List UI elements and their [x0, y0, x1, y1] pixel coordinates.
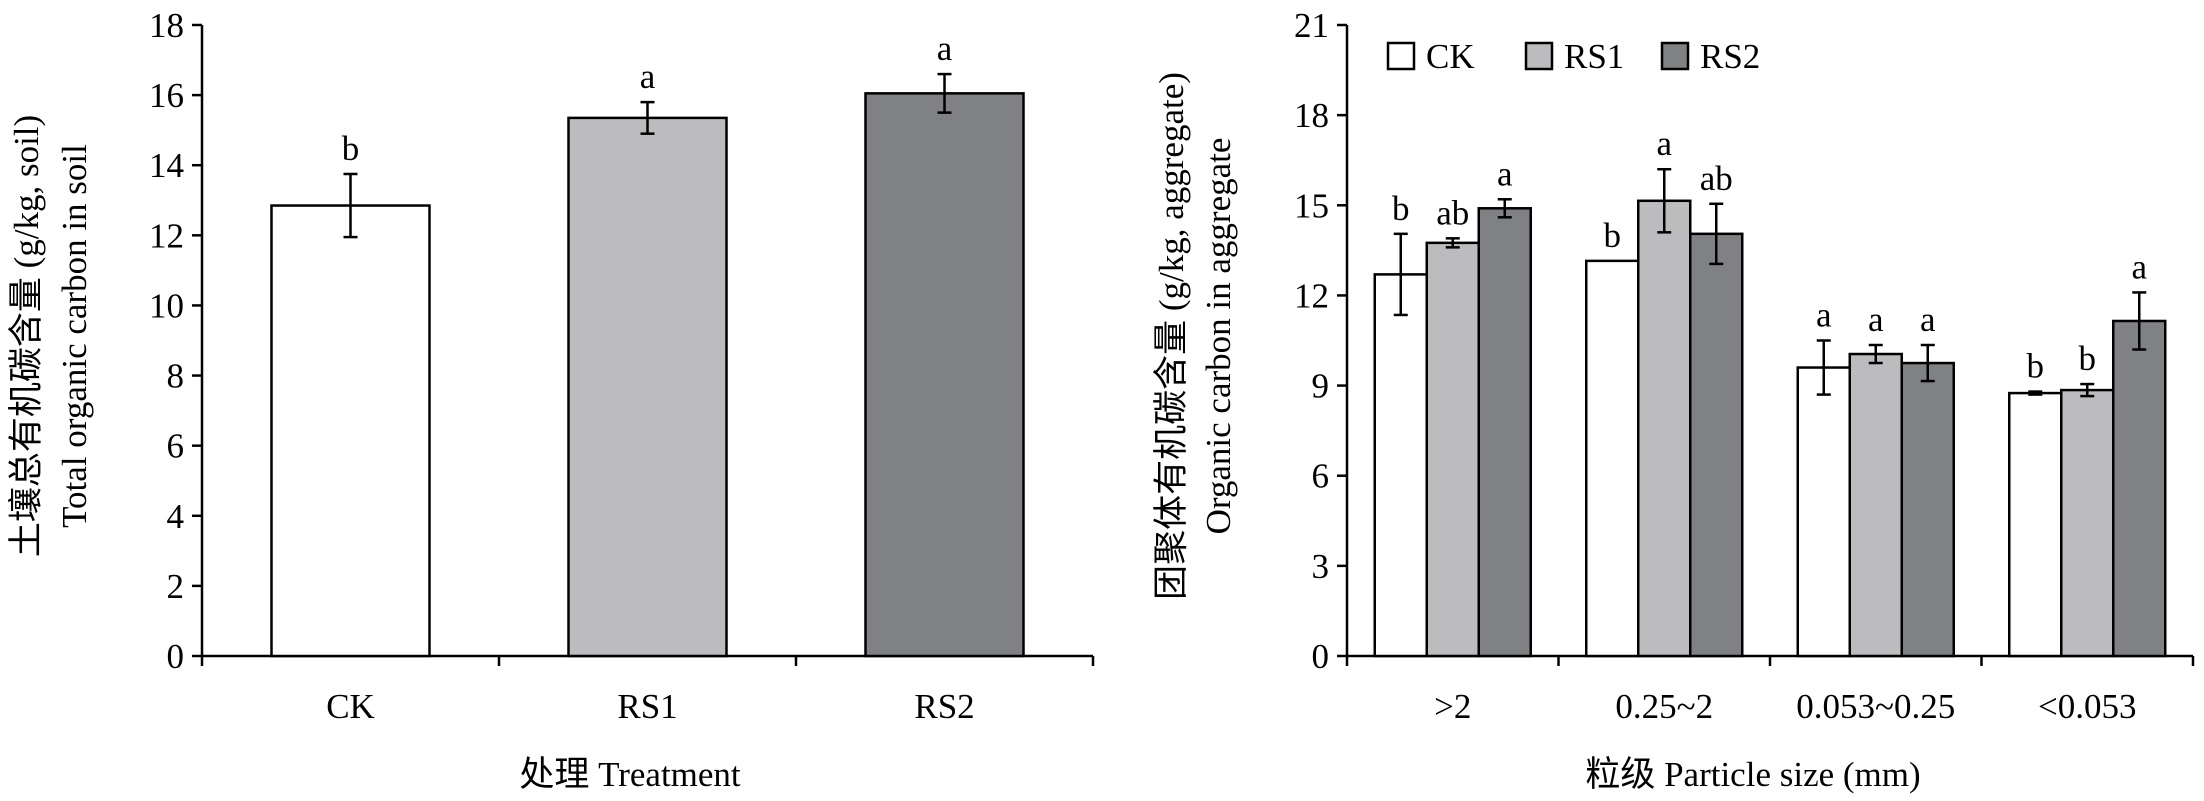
left-y-tick-label: 4 — [167, 497, 185, 536]
right-significance-label: ab — [1436, 193, 1469, 232]
left-x-tick-label: RS1 — [617, 687, 677, 726]
right-y-tick-label: 18 — [1294, 96, 1329, 135]
left-x-tick-label: CK — [326, 687, 375, 726]
right-significance-label: a — [1816, 296, 1832, 335]
right-significance-label: ab — [1700, 159, 1733, 198]
right-significance-label: b — [2027, 347, 2045, 386]
left-y-tick-label: 18 — [149, 6, 184, 45]
legend-swatch — [1524, 41, 1554, 71]
right-y-axis-label-zh: 团聚体有机碳含量 (g/kg, aggregate) — [1152, 72, 1191, 600]
right-x-tick-label: 0.053~0.25 — [1796, 687, 1955, 726]
right-significance-label: b — [1604, 216, 1622, 255]
right-bar — [1796, 366, 1851, 658]
right-y-tick-label: 21 — [1294, 6, 1329, 45]
right-y-tick-label: 0 — [1312, 637, 1330, 676]
left-bars: b a a — [270, 29, 1025, 658]
right-x-axis-label: 粒级 Particle size (mm) — [1585, 755, 1920, 794]
right-x-ticks: >2 0.25~2 0.053~0.25 <0.053 — [1434, 687, 2136, 726]
left-significance-label: a — [937, 29, 953, 68]
right-significance-label: a — [1656, 124, 1672, 163]
left-x-tick-label: RS2 — [914, 687, 974, 726]
right-bar — [1425, 241, 1480, 658]
legend-label: RS2 — [1700, 37, 1760, 76]
right-bar — [1848, 352, 1903, 658]
right-x-tick-label: 0.25~2 — [1615, 687, 1713, 726]
left-y-tick-label: 16 — [149, 76, 184, 115]
legend: CK RS1 RS2 — [1386, 37, 1760, 76]
right-y-tick-label: 9 — [1312, 367, 1330, 406]
right-significance-label: a — [1920, 300, 1936, 339]
left-y-tick-label: 10 — [149, 286, 184, 325]
right-bar — [1689, 232, 1744, 658]
right-y-tick-label: 6 — [1312, 457, 1330, 496]
right-bar — [2112, 319, 2167, 658]
right-y-tick-label: 3 — [1312, 547, 1330, 586]
left-x-axis-label: 处理 Treatment — [519, 755, 741, 794]
left-x-ticks: CK RS1 RS2 — [326, 687, 974, 726]
left-y-tick-label: 8 — [167, 357, 185, 396]
legend-swatch — [1386, 41, 1416, 71]
right-y-tick-label: 15 — [1294, 186, 1329, 225]
left-y-axis-label-en: Total organic carbon in soil — [55, 144, 94, 528]
left-bar — [864, 92, 1025, 658]
legend-swatch — [1660, 41, 1690, 71]
left-y-ticks: 0 2 4 6 8 10 12 14 16 18 — [149, 6, 202, 676]
right-bar — [2060, 388, 2115, 658]
right-significance-label: a — [2131, 247, 2147, 286]
left-y-tick-label: 6 — [167, 427, 185, 466]
left-y-tick-label: 2 — [167, 567, 185, 606]
right-y-tick-label: 12 — [1294, 276, 1329, 315]
legend-label: RS1 — [1564, 37, 1624, 76]
left-bar — [567, 116, 728, 658]
right-bar — [1477, 207, 1532, 658]
left-significance-label: a — [640, 57, 656, 96]
right-significance-label: b — [2079, 339, 2097, 378]
legend-label: CK — [1426, 37, 1475, 76]
right-x-tick-label: <0.053 — [2038, 687, 2137, 726]
left-bar — [270, 204, 431, 658]
right-bar — [2008, 391, 2063, 658]
left-significance-label: b — [342, 129, 360, 168]
right-significance-label: a — [1868, 300, 1884, 339]
left-y-axis-label-zh: 土壤总有机碳含量 (g/kg, soil) — [7, 115, 46, 557]
left-y-tick-label: 14 — [149, 146, 184, 185]
left-y-tick-label: 0 — [167, 637, 185, 676]
right-bar — [1373, 273, 1428, 658]
right-y-axis-label-en: Organic carbon in aggregate — [1199, 138, 1238, 535]
right-bar — [1637, 199, 1692, 658]
right-significance-label: b — [1392, 189, 1410, 228]
right-y-ticks: 0 3 6 9 12 15 18 21 — [1294, 6, 1347, 676]
right-significance-label: a — [1497, 154, 1513, 193]
right-bar — [1585, 259, 1640, 658]
right-x-tick-label: >2 — [1434, 687, 1471, 726]
left-y-tick-label: 12 — [149, 216, 184, 255]
right-bar — [1900, 361, 1955, 658]
panel-left-chart: 0 2 4 6 8 10 12 14 16 18 b a a CK RS1 RS2 土壤总有机碳含量 (g… — [7, 6, 1095, 794]
